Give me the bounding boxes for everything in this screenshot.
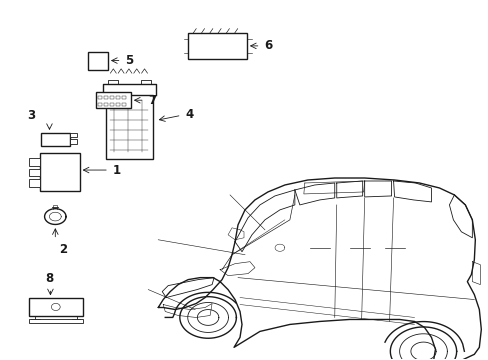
Text: 7: 7: [148, 94, 156, 107]
Bar: [188, 33, 246, 59]
Text: 1: 1: [113, 163, 121, 176]
Bar: [29, 158, 40, 166]
Text: 4: 4: [184, 108, 193, 121]
Text: 8: 8: [45, 272, 54, 285]
Bar: [104, 103, 108, 106]
Bar: [88, 51, 108, 69]
Bar: [29, 319, 82, 323]
Bar: [104, 96, 108, 99]
Text: 6: 6: [264, 39, 272, 52]
Bar: [29, 298, 82, 316]
Bar: [116, 103, 120, 106]
Bar: [96, 92, 131, 108]
Bar: [29, 168, 40, 176]
Bar: [98, 103, 102, 106]
Text: 3: 3: [28, 109, 36, 122]
Text: 5: 5: [125, 54, 133, 67]
Bar: [98, 96, 102, 99]
Bar: [41, 133, 70, 145]
Bar: [110, 103, 114, 106]
Bar: [70, 133, 77, 137]
Text: 2: 2: [59, 243, 67, 256]
Bar: [110, 96, 114, 99]
Bar: [29, 179, 40, 187]
Bar: [122, 96, 125, 99]
Ellipse shape: [51, 303, 60, 311]
Bar: [70, 139, 77, 144]
Bar: [40, 153, 80, 191]
Bar: [116, 96, 120, 99]
Bar: [105, 95, 153, 159]
Bar: [122, 103, 125, 106]
